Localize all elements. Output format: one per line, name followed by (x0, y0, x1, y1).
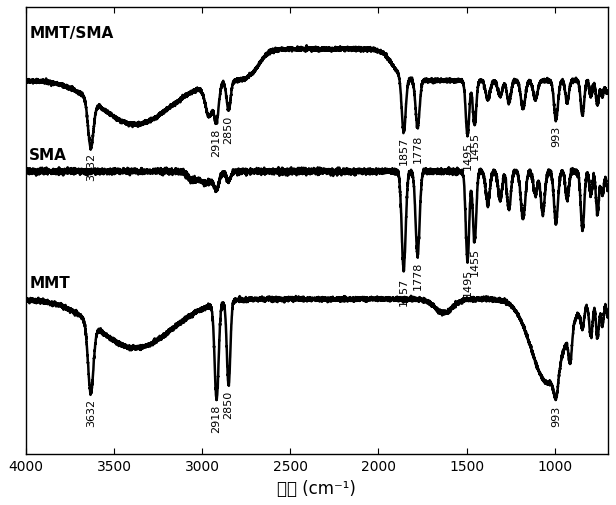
Text: 2918: 2918 (212, 129, 222, 157)
Text: 1857: 1857 (399, 137, 408, 165)
Text: 1778: 1778 (413, 134, 423, 163)
Text: 1857: 1857 (399, 277, 408, 306)
Text: MMT: MMT (30, 276, 70, 291)
X-axis label: 波数 (cm⁻¹): 波数 (cm⁻¹) (277, 479, 356, 497)
Text: 1455: 1455 (469, 131, 479, 159)
Text: 1495: 1495 (463, 141, 472, 170)
Text: 2918: 2918 (212, 404, 222, 432)
Text: 1455: 1455 (469, 247, 479, 275)
Text: 3632: 3632 (86, 398, 95, 427)
Text: 2850: 2850 (224, 116, 233, 144)
Text: 2850: 2850 (224, 390, 233, 418)
Text: 1495: 1495 (463, 269, 472, 297)
Text: MMT/SMA: MMT/SMA (30, 26, 113, 41)
Text: 993: 993 (551, 126, 561, 147)
Text: 3632: 3632 (86, 152, 95, 180)
Text: 1778: 1778 (413, 261, 423, 289)
Text: 993: 993 (551, 405, 561, 426)
Text: SMA: SMA (30, 147, 67, 163)
